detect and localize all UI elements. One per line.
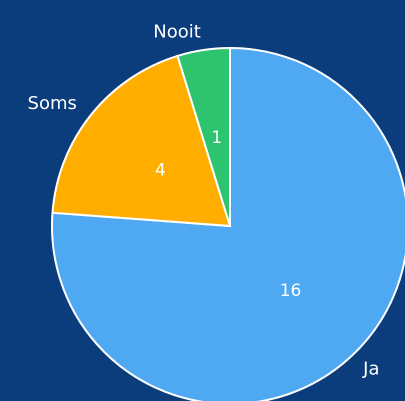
slice-category-label: Ja — [362, 359, 379, 380]
slice-value-label: 1 — [211, 128, 222, 148]
pie-slice — [176, 46, 231, 227]
pie-slice — [51, 46, 405, 401]
slice-value-label: 16 — [280, 281, 302, 301]
pie-slice — [51, 54, 232, 228]
slice-category-label: Nooit — [153, 21, 201, 42]
slice-category-label: Soms — [28, 93, 77, 114]
slice-value-label: 4 — [155, 161, 166, 181]
